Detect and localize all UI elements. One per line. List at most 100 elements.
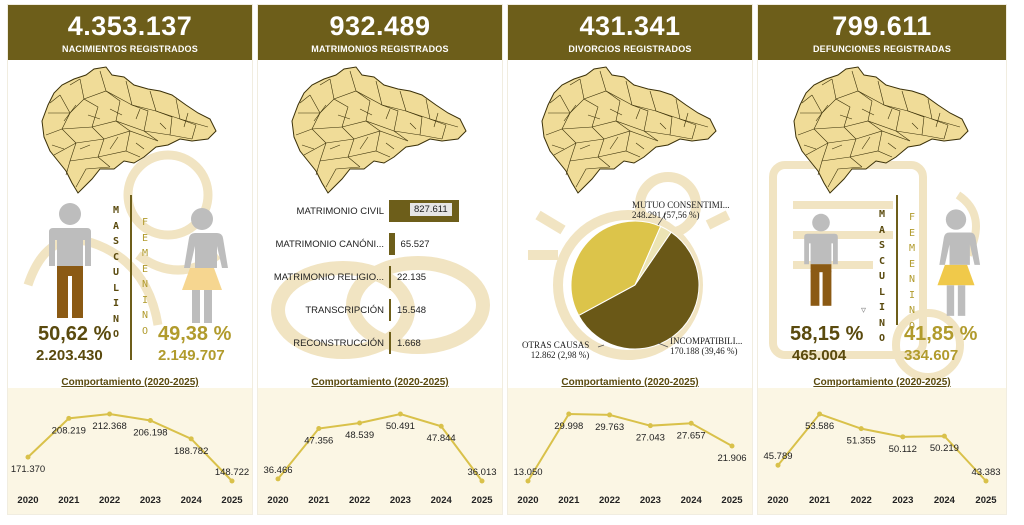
divorces-trend-chart: 13.050 2020 29.998 2021 29.763 2022 27.043 2023… [508,388,752,514]
trend-point [900,434,906,440]
bar[interactable] [389,233,395,255]
pie-leader-line [597,344,605,348]
births-male-word: MASCULINO [112,205,120,340]
trend-point [525,478,531,484]
deaths-total: 799.611 [832,11,932,41]
male-icon [804,213,838,306]
year-tick-label: 2024 [431,495,453,506]
births-trend-chart: 171.370 2020 208.219 2021 212.368 2022 206.198… [8,388,252,514]
year-tick-label: 2020 [767,495,788,506]
female-icon [937,209,981,316]
trend-value-label: 13.050 [513,467,542,478]
trend-point [941,433,947,439]
trend-value-label: 50.219 [930,443,959,454]
trend-point [479,478,485,484]
pie-label-otras: OTRAS CAUSAS 12.862 (2,98 %) [522,340,590,360]
trend-value-label: 51.355 [847,436,876,447]
trend-point [147,417,153,423]
deaths-title: DEFUNCIONES REGISTRADAS [812,44,952,54]
marriages-header: 932.489 MATRIMONIOS REGISTRADOS [258,5,502,60]
births-divider [130,195,132,360]
year-tick-label: 2021 [58,495,80,506]
trend-value-label: 208.219 [52,425,86,436]
divorces-total: 431.341 [579,11,681,41]
pie-slice [634,225,672,286]
marriages-title: MATRIMONIOS REGISTRADOS [311,44,449,54]
year-tick-label: 2021 [809,495,831,506]
births-male-pct: 50,62 % [38,323,112,345]
deaths-trend-title: Comportamiento (2020-2025) [813,377,951,388]
births-line-svg: 171.370 2020 208.219 2021 212.368 2022 206.198… [11,411,249,506]
trend-point [66,415,72,421]
trend-point [688,420,694,426]
filter-icon[interactable]: ▿ [861,305,867,316]
year-tick-label: 2020 [267,495,288,506]
deaths-line-svg: 45.789 2020 53.586 2021 51.355 2022 50.112 2023… [763,411,1001,506]
bar-category-label: MATRIMONIO CANÓNI... [275,239,384,250]
marriages-trend-chart: 36.466 2020 47.356 2021 48.539 2022 50.491 2023… [258,388,502,514]
trend-line [277,412,483,482]
year-tick-label: 2023 [140,495,161,506]
trend-value-label: 45.789 [763,451,792,462]
births-trend-title: Comportamiento (2020-2025) [61,377,199,388]
year-tick-label: 2022 [851,495,872,506]
year-tick-label: 2022 [99,495,120,506]
divorces-pie-chart [570,212,700,350]
pie-label-mutuo: MUTUO CONSENTIMI... 248.291 (57,56 %) [632,200,730,220]
divorces-header: 431.341 DIVORCIOS REGISTRADOS [508,5,752,60]
bar-category-label: MATRIMONIO CIVIL [296,206,384,217]
trend-point [275,476,281,482]
deaths-female-word: FEMENINO [908,212,916,332]
deaths-card: 799.611 DEFUNCIONES REGISTRADAS MASCULIN… [758,5,1006,514]
bar-value-label: 15.548 [397,305,427,316]
trend-point [438,423,444,429]
trend-point [316,426,322,432]
female-icon [182,208,228,323]
bar-value-label: 22.135 [397,272,427,283]
trend-point [357,420,363,426]
deaths-female-pct: 41,85 % [904,323,978,345]
trend-point [107,411,113,417]
trend-value-label: 188.782 [174,446,208,457]
trend-point [775,462,781,468]
year-tick-label: 2023 [640,495,661,506]
deaths-male-word: MASCULINO [878,209,886,344]
deaths-header: 799.611 DEFUNCIONES REGISTRADAS [758,5,1006,60]
trend-point [729,443,735,449]
year-tick-label: 2024 [681,495,703,506]
trend-point [188,436,194,442]
bar[interactable] [389,299,391,321]
marriages-map [291,66,467,194]
trend-value-label: 171.370 [11,464,45,475]
trend-value-label: 36.466 [263,465,292,476]
births-female-word: FEMENINO [141,217,149,337]
year-tick-label: 2023 [390,495,411,506]
bar-category-label: TRANSCRIPCIÓN [305,305,384,316]
deaths-female-count: 334.607 [904,347,959,364]
births-female-count: 2.149.707 [158,347,225,364]
births-card: 4.353.137 NACIMIENTOS REGISTRADOS MASCUL… [8,5,252,514]
trend-point [25,454,31,460]
trend-line [27,412,233,482]
pie-label-incompat: INCOMPATIBILI... 170.188 (39,46 %) [670,336,743,356]
births-title: NACIMIENTOS REGISTRADOS [62,44,198,54]
year-tick-label: 2025 [221,495,243,506]
bar[interactable] [389,266,391,288]
trend-point [397,411,403,417]
year-tick-label: 2021 [308,495,330,506]
trend-point [983,478,989,484]
trend-point [647,423,653,429]
marriages-line-svg: 36.466 2020 47.356 2021 48.539 2022 50.491 2023… [263,411,497,506]
bar[interactable] [389,332,391,354]
year-tick-label: 2020 [17,495,38,506]
year-tick-label: 2022 [349,495,370,506]
divorces-map [541,66,717,194]
trend-value-label: 21.906 [717,453,746,464]
trend-point [607,412,613,418]
trend-value-label: 29.763 [595,422,624,433]
bar-category-label: MATRIMONIO RELIGIO... [273,272,384,283]
divorces-card: 431.341 DIVORCIOS REGISTRADOS MUTUO CONS… [508,5,752,514]
marriages-watermark [271,256,490,359]
bar-value-label: 827.611 [410,203,452,216]
trend-value-label: 53.586 [805,421,834,432]
